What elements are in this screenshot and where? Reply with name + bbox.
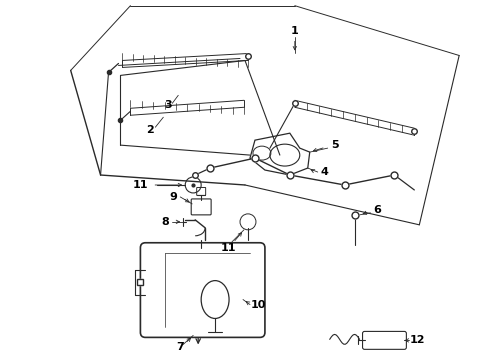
Text: 7: 7 (176, 342, 184, 352)
Text: 1: 1 (291, 26, 299, 36)
Text: 5: 5 (331, 140, 339, 150)
Text: 8: 8 (161, 217, 169, 227)
Text: 4: 4 (321, 167, 329, 177)
Text: 10: 10 (250, 300, 266, 310)
Text: 9: 9 (170, 192, 177, 202)
Text: 11: 11 (133, 180, 148, 190)
Text: 3: 3 (165, 100, 172, 110)
Text: 2: 2 (147, 125, 154, 135)
Text: 6: 6 (373, 205, 381, 215)
Text: 11: 11 (220, 243, 236, 253)
Text: 12: 12 (410, 336, 425, 345)
